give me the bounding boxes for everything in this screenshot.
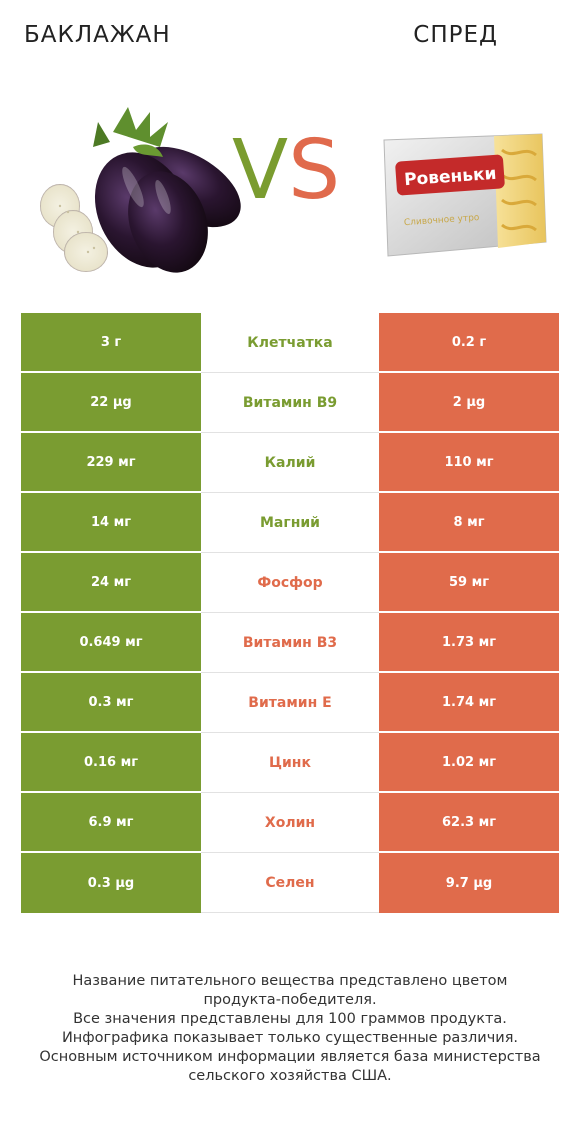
footer-line: Основным источником информации является …: [39, 1049, 541, 1065]
table-row: 0.3 мг Витамин E 1.74 мг: [21, 673, 559, 733]
right-value-cell: 1.02 мг: [379, 733, 559, 793]
nutrient-name-cell: Витамин E: [201, 673, 379, 733]
left-value-cell: 0.3 мг: [21, 673, 201, 733]
left-value-cell: 0.3 µg: [21, 853, 201, 913]
left-value-cell: 6.9 мг: [21, 793, 201, 853]
right-value-cell: 9.7 µg: [379, 853, 559, 913]
right-value-cell: 110 мг: [379, 433, 559, 493]
nutrient-name-cell: Калий: [201, 433, 379, 493]
left-value-cell: 0.16 мг: [21, 733, 201, 793]
footer-line: Название питательного вещества представл…: [72, 973, 508, 989]
right-value-cell: 1.74 мг: [379, 673, 559, 733]
left-value-cell: 229 мг: [21, 433, 201, 493]
left-value-cell: 3 г: [21, 313, 201, 373]
left-value-cell: 22 µg: [21, 373, 201, 433]
right-value-cell: 2 µg: [379, 373, 559, 433]
right-value-cell: 0.2 г: [379, 313, 559, 373]
table-row: 6.9 мг Холин 62.3 мг: [21, 793, 559, 853]
left-value-cell: 24 мг: [21, 553, 201, 613]
comparison-table: 3 г Клетчатка 0.2 г 22 µg Витамин B9 2 µg 229 …: [21, 313, 559, 913]
left-value-cell: 14 мг: [21, 493, 201, 553]
table-row: 0.16 мг Цинк 1.02 мг: [21, 733, 559, 793]
table-row: 0.649 мг Витамин B3 1.73 мг: [21, 613, 559, 673]
footer-notes: Название питательного вещества представл…: [20, 972, 560, 1086]
right-value-cell: 59 мг: [379, 553, 559, 613]
table-row: 3 г Клетчатка 0.2 г: [21, 313, 559, 373]
nutrient-name-cell: Селен: [201, 853, 379, 913]
table-row: 0.3 µg Селен 9.7 µg: [21, 853, 559, 913]
table-row: 229 мг Калий 110 мг: [21, 433, 559, 493]
nutrient-name-cell: Витамин B9: [201, 373, 379, 433]
spread-package-image: Ровеньки Сливочное утро: [383, 133, 547, 257]
footer-line: Инфографика показывает только существенн…: [61, 1030, 519, 1046]
nutrient-name-cell: Витамин B3: [201, 613, 379, 673]
left-value-cell: 0.649 мг: [21, 613, 201, 673]
footer-line: сельского хозяйства США.: [188, 1068, 392, 1084]
table-row: 14 мг Магний 8 мг: [21, 493, 559, 553]
nutrient-name-cell: Цинк: [201, 733, 379, 793]
nutrient-name-cell: Холин: [201, 793, 379, 853]
left-product-title: БАКЛАЖАН: [24, 22, 171, 48]
vs-label: VS: [232, 123, 341, 218]
nutrient-name-cell: Фосфор: [201, 553, 379, 613]
right-value-cell: 1.73 мг: [379, 613, 559, 673]
right-value-cell: 8 мг: [379, 493, 559, 553]
nutrient-name-cell: Клетчатка: [201, 313, 379, 373]
nutrient-name-cell: Магний: [201, 493, 379, 553]
table-row: 24 мг Фосфор 59 мг: [21, 553, 559, 613]
right-product-title: СПРЕД: [413, 22, 498, 48]
eggplant-image: [40, 107, 241, 273]
footer-line: продукта-победителя.: [203, 992, 377, 1008]
right-value-cell: 62.3 мг: [379, 793, 559, 853]
footer-line: Все значения представлены для 100 граммо…: [73, 1011, 507, 1027]
table-row: 22 µg Витамин B9 2 µg: [21, 373, 559, 433]
